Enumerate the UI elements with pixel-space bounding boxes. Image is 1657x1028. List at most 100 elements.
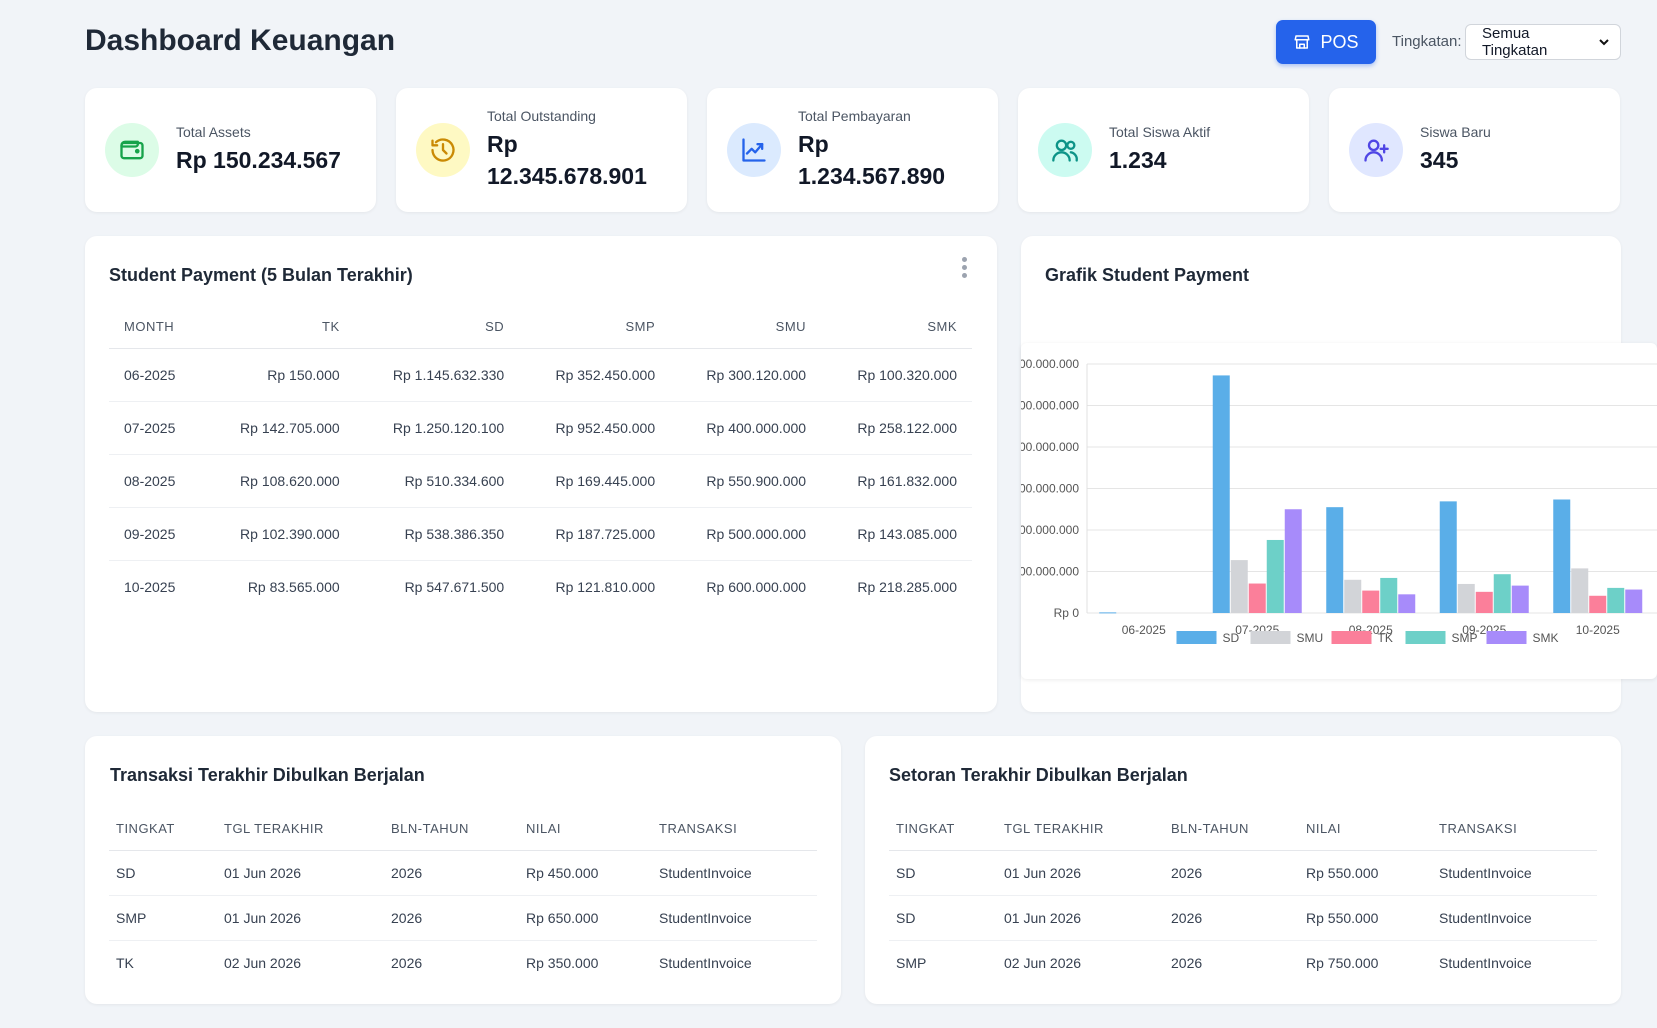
panel-title: Grafik Student Payment — [1045, 265, 1250, 285]
bar-sd — [1439, 501, 1457, 613]
y-tick-label: 00.000.000 — [1021, 482, 1079, 496]
trend-up-icon — [727, 123, 781, 177]
table-row: SD 01 Jun 2026 2026 Rp 550.000 StudentIn… — [889, 850, 1597, 896]
table-cell: 2026 — [391, 954, 423, 971]
table-cell: 2026 — [1171, 954, 1203, 971]
table-cell: 01 Jun 2026 — [997, 895, 1164, 941]
student-payment-chart: Rp 0 00.000.000 00.000.000 00.000.000 00.000… — [1021, 343, 1657, 679]
level-select-value: Semua Tingkatan — [1482, 25, 1548, 59]
table-cell: Rp 352.450.000 — [519, 348, 671, 402]
table-cell: SD — [109, 850, 217, 896]
stat-label: Total Assets — [176, 124, 251, 140]
bar-smp — [1266, 539, 1284, 613]
table-cell: Rp 108.620.000 — [203, 454, 355, 508]
table-cell: 01 Jun 2026 — [997, 850, 1164, 896]
column-header: TGL TERAKHIR — [217, 808, 384, 851]
table-cell: 09-2025 — [109, 507, 204, 561]
bar-smk — [1284, 509, 1302, 613]
bar-smu — [1344, 579, 1362, 613]
table-row: 06-2025 Rp 150.000 Rp 1.145.632.330 Rp 3… — [109, 348, 972, 402]
table-cell: TK — [116, 954, 134, 971]
y-tick-label: Rp 0 — [1054, 606, 1080, 620]
column-header: NILAI — [519, 808, 652, 851]
table-cell: Rp 400.000.000 — [670, 401, 822, 455]
table-cell: StudentInvoice — [1432, 850, 1597, 896]
stat-label: Total Siswa Aktif — [1109, 124, 1211, 140]
table-cell: Rp 121.810.000 — [555, 578, 656, 595]
table-cell: SD — [889, 895, 997, 941]
table-cell: StudentInvoice — [652, 895, 817, 941]
table-cell: Rp 550.000 — [1299, 895, 1432, 941]
user-plus-icon — [1349, 123, 1403, 177]
legend-label: SMU — [1297, 631, 1324, 645]
table-row: 08-2025 Rp 108.620.000 Rp 510.334.600 Rp… — [109, 454, 972, 508]
table-cell: Rp 600.000.000 — [706, 578, 807, 595]
table-cell: Rp 100.320.000 — [821, 348, 972, 402]
legend-swatch-smu — [1250, 631, 1291, 644]
table-cell: Rp 547.671.500 — [404, 578, 505, 595]
users-icon — [1038, 123, 1092, 177]
table-cell: 10-2025 — [124, 578, 176, 595]
history-icon — [416, 123, 470, 177]
legend-label: SMP — [1452, 631, 1478, 645]
bar-smp — [1493, 574, 1511, 613]
column-header: BLN-TAHUN — [1164, 808, 1299, 851]
table-cell: 2026 — [1164, 895, 1299, 941]
table-cell: Rp 143.085.000 — [821, 507, 972, 561]
chevron-down-icon — [1599, 39, 1609, 46]
table-cell: Rp 1.250.120.100 — [354, 401, 520, 455]
y-tick-label: 00.000.000 — [1021, 440, 1079, 454]
table-cell: 02 Jun 2026 — [224, 954, 302, 971]
table-cell: StudentInvoice — [652, 850, 817, 896]
table-cell: Rp 150.000 — [203, 348, 355, 402]
column-header: TINGKAT — [109, 808, 217, 851]
table-row: 09-2025 Rp 102.390.000 Rp 538.386.350 Rp… — [109, 507, 972, 561]
bar-tk — [1475, 591, 1493, 613]
table-cell: Rp 161.832.000 — [821, 454, 972, 508]
transactions-panel: Transaksi Terakhir Dibulkan Berjalan TIN… — [85, 736, 841, 1004]
table-cell: Rp 510.334.600 — [354, 454, 520, 508]
table-header-row: TINGKAT TGL TERAKHIR BLN-TAHUN NILAI TRA… — [109, 808, 817, 851]
column-header: SMK — [821, 306, 972, 349]
bar-sd — [1326, 507, 1344, 613]
y-tick-label: 00.000.000 — [1021, 523, 1079, 537]
stat-value: Rp 150.234.567 — [176, 147, 341, 173]
table-cell: StudentInvoice — [659, 954, 752, 971]
table-cell: 2026 — [384, 850, 519, 896]
table-cell: SD — [889, 850, 997, 896]
level-select[interactable]: Semua Tingkatan — [1465, 24, 1621, 60]
table-cell: Rp 650.000 — [519, 895, 652, 941]
column-header: SD — [354, 306, 520, 349]
x-tick-label: 06-2025 — [1122, 623, 1166, 637]
column-header: NILAI — [1299, 808, 1432, 851]
column-header: TRANSAKSI — [652, 808, 817, 851]
more-vertical-icon[interactable] — [952, 252, 976, 282]
table-cell: Rp 258.122.000 — [821, 401, 972, 455]
table-cell: Rp 142.705.000 — [203, 401, 355, 455]
table-cell: Rp 300.120.000 — [670, 348, 822, 402]
column-header: TRANSAKSI — [1432, 808, 1597, 851]
column-header: BLN-TAHUN — [384, 808, 519, 851]
table-row: TK 02 Jun 2026 2026 Rp 350.000 StudentIn… — [109, 940, 817, 985]
column-header: SMP — [519, 306, 671, 349]
table-cell: Rp 102.390.000 — [203, 507, 355, 561]
table-cell: Rp 83.565.000 — [247, 578, 340, 595]
legend-swatch-sd — [1176, 631, 1217, 644]
table-row: 07-2025 Rp 142.705.000 Rp 1.250.120.100 … — [109, 401, 972, 455]
stat-value: Rp 12.345.678.901 — [487, 131, 647, 189]
table-cell: Rp 169.445.000 — [519, 454, 671, 508]
bar-tk — [1362, 590, 1380, 613]
chart-svg: Rp 0 00.000.000 00.000.000 00.000.000 00.000… — [1021, 357, 1657, 645]
table-cell: Rp 1.145.632.330 — [354, 348, 520, 402]
table-row: SD 01 Jun 2026 2026 Rp 550.000 StudentIn… — [889, 895, 1597, 941]
stat-value: 1.234 — [1109, 147, 1167, 173]
table-cell: StudentInvoice — [1439, 954, 1532, 971]
bar-smp — [1380, 577, 1398, 613]
y-tick-label: 00.000.000 — [1021, 357, 1079, 371]
pos-button[interactable]: POS — [1276, 20, 1376, 64]
legend-label: SD — [1223, 631, 1240, 645]
stat-value: 345 — [1420, 147, 1459, 173]
table-cell: Rp 500.000.000 — [670, 507, 822, 561]
table-cell: SMP — [896, 954, 927, 971]
table-cell: Rp 550.900.000 — [670, 454, 822, 508]
